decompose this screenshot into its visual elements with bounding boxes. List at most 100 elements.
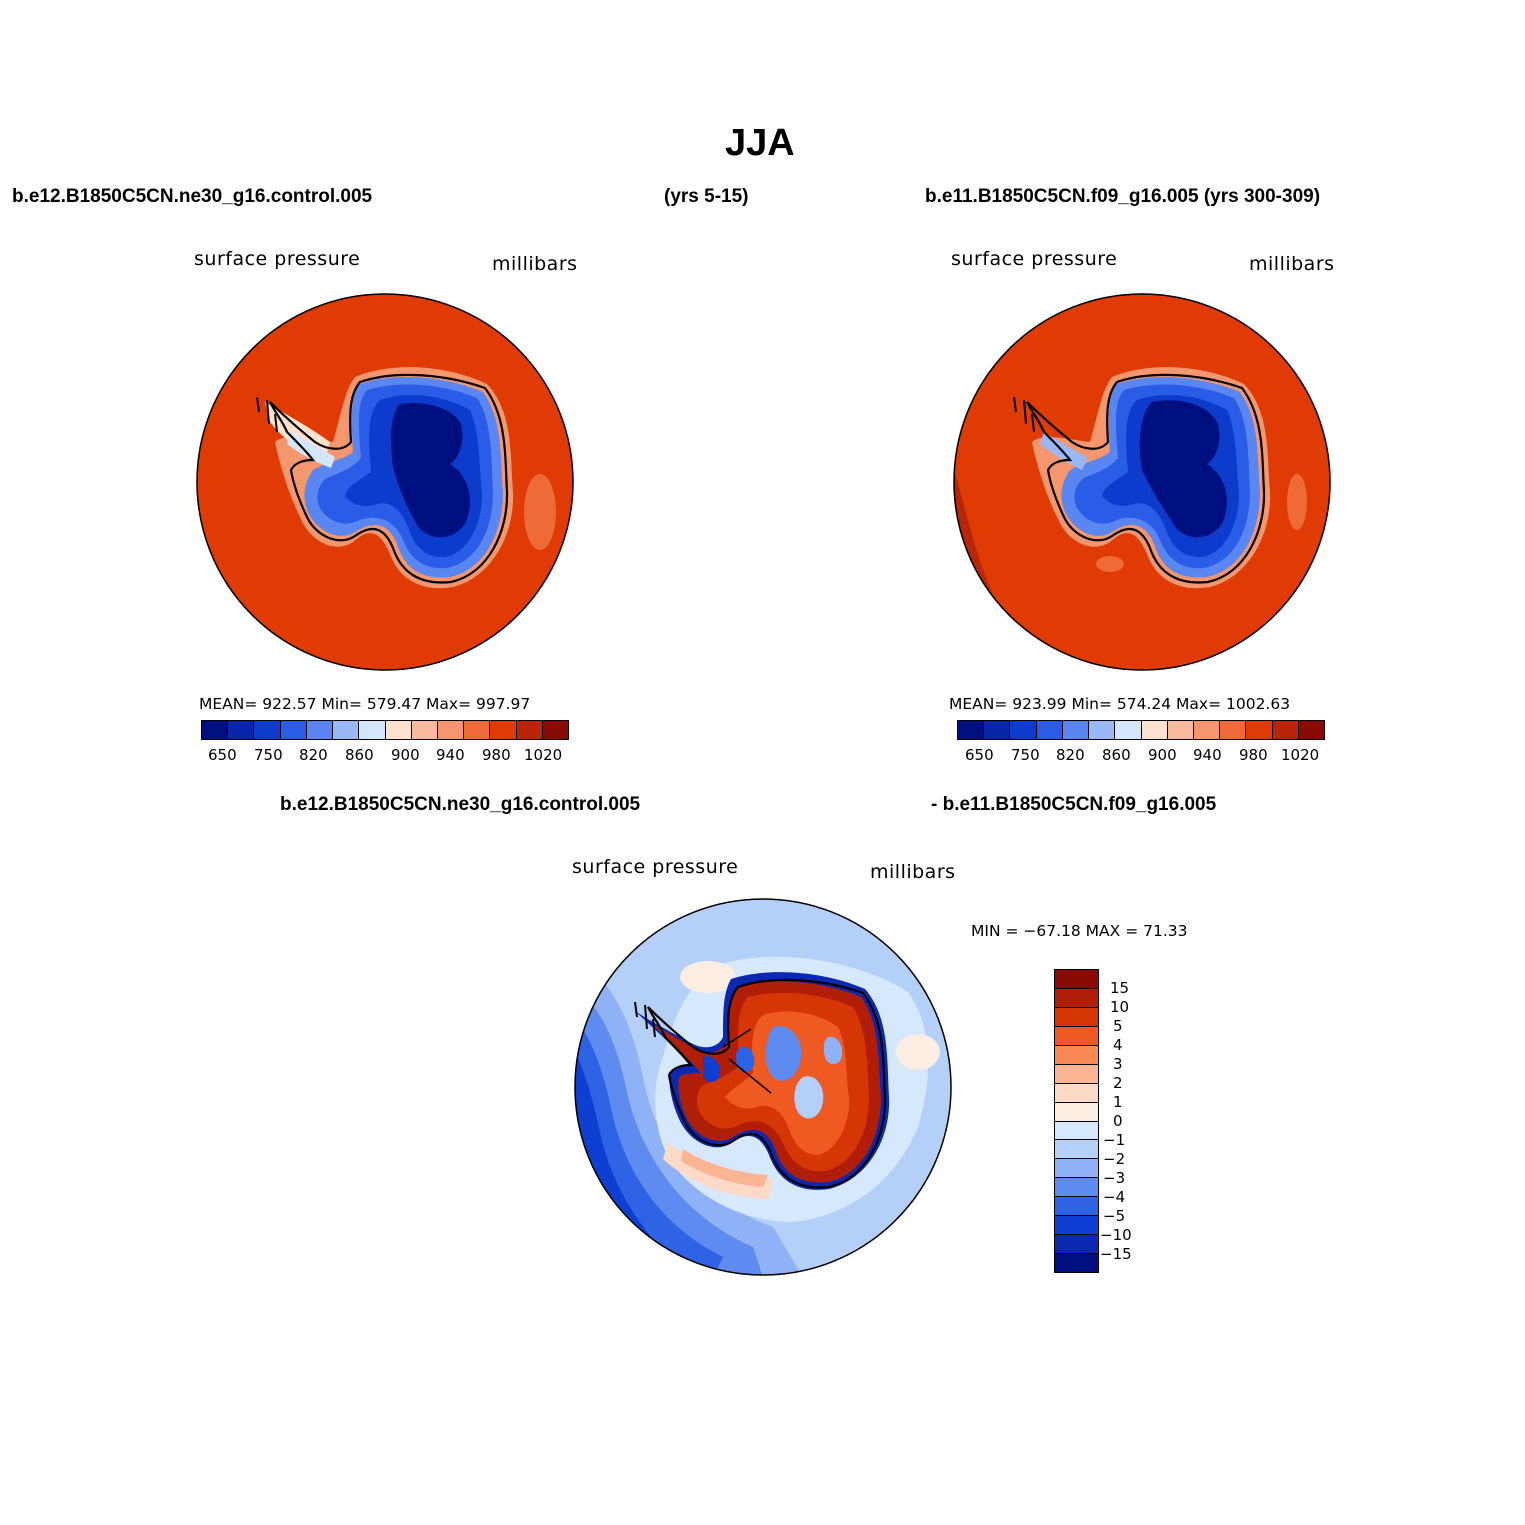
units-label-top-right: millibars bbox=[1249, 253, 1335, 275]
colorbar-swatch bbox=[306, 721, 334, 739]
colorbar-top-left bbox=[201, 720, 569, 740]
colorbar-tick: −4 bbox=[1103, 1188, 1126, 1206]
colorbar-tick: −2 bbox=[1103, 1150, 1126, 1168]
colorbar-tick: 820 bbox=[1056, 746, 1085, 764]
colorbar-swatch bbox=[280, 721, 307, 739]
colorbar-swatch bbox=[1115, 721, 1142, 739]
colorbar-tick: 1020 bbox=[1281, 746, 1320, 764]
colorbar-swatch bbox=[1220, 721, 1247, 739]
units-label-top-left: millibars bbox=[492, 253, 578, 275]
colorbar-swatch bbox=[1055, 1007, 1098, 1027]
colorbar-tick: 940 bbox=[436, 746, 465, 764]
colorbar-swatch bbox=[1055, 1102, 1098, 1122]
coastline bbox=[1026, 373, 1266, 584]
colorbar-swatch bbox=[1055, 988, 1098, 1008]
colorbar-swatch bbox=[1055, 1140, 1098, 1160]
colorbar-tick: 980 bbox=[1239, 746, 1268, 764]
colorbar-tick: 0 bbox=[1113, 1112, 1123, 1130]
colorbar-tick: 2 bbox=[1113, 1074, 1123, 1092]
case-name-bottom-left: b.e12.B1850C5CN.ne30_g16.control.005 bbox=[280, 794, 641, 815]
colorbar-swatch bbox=[1036, 721, 1063, 739]
colorbar-tick: −1 bbox=[1103, 1131, 1126, 1149]
colorbar-top-right bbox=[957, 720, 1325, 740]
colorbar-swatch bbox=[1272, 721, 1299, 739]
colorbar-tick: −15 bbox=[1100, 1245, 1132, 1263]
stats-top-left: MEAN= 922.57 Min= 579.47 Max= 997.97 bbox=[199, 695, 531, 713]
colorbar-swatch bbox=[1055, 1235, 1098, 1255]
colorbar-swatch bbox=[1055, 1254, 1098, 1272]
polar-map-top-left bbox=[196, 293, 574, 671]
colorbar-swatch bbox=[333, 721, 360, 739]
colorbar-tick: 860 bbox=[345, 746, 374, 764]
colorbar-swatch bbox=[516, 721, 543, 739]
colorbar-swatch bbox=[1193, 721, 1221, 739]
colorbar-swatch bbox=[1167, 721, 1194, 739]
colorbar-tick: 900 bbox=[391, 746, 420, 764]
colorbar-tick: 1020 bbox=[524, 746, 563, 764]
colorbar-swatch bbox=[1298, 721, 1325, 739]
colorbar-swatch bbox=[984, 721, 1011, 739]
colorbar-swatch bbox=[1246, 721, 1273, 739]
colorbar-swatch bbox=[1062, 721, 1090, 739]
colorbar-swatch bbox=[1055, 1064, 1098, 1084]
ocean-high-patch bbox=[524, 474, 556, 550]
colorbar-swatch bbox=[1055, 1159, 1098, 1179]
coastline bbox=[269, 373, 509, 584]
colorbar-swatch bbox=[437, 721, 465, 739]
colorbar-swatch bbox=[542, 721, 569, 739]
colorbar-tick: 820 bbox=[299, 746, 328, 764]
colorbar-swatch bbox=[464, 721, 491, 739]
colorbar-swatch bbox=[1055, 1216, 1098, 1236]
coastline bbox=[647, 978, 887, 1189]
units-label-bottom: millibars bbox=[870, 861, 956, 883]
colorbar-difference bbox=[1054, 969, 1099, 1273]
case-name-bottom-right: - b.e11.B1850C5CN.f09_g16.005 bbox=[931, 794, 1217, 815]
colorbar-tick: 4 bbox=[1113, 1036, 1123, 1054]
colorbar-swatch bbox=[1055, 970, 1098, 989]
colorbar-swatch bbox=[1055, 1045, 1098, 1065]
colorbar-swatch bbox=[385, 721, 412, 739]
colorbar-tick: 750 bbox=[1011, 746, 1040, 764]
colorbar-tick: 1 bbox=[1113, 1093, 1123, 1111]
colorbar-tick: 750 bbox=[254, 746, 283, 764]
colorbar-swatch bbox=[490, 721, 517, 739]
pos-patch bbox=[680, 961, 736, 993]
colorbar-tick: 15 bbox=[1110, 979, 1130, 997]
colorbar-swatch bbox=[254, 721, 281, 739]
colorbar-swatch bbox=[1055, 1178, 1098, 1198]
colorbar-tick: −3 bbox=[1103, 1169, 1126, 1187]
colorbar-swatch bbox=[202, 721, 229, 739]
colorbar-tick: 860 bbox=[1102, 746, 1131, 764]
polar-map-difference bbox=[574, 898, 952, 1276]
colorbar-swatch bbox=[1141, 721, 1168, 739]
colorbar-tick: 5 bbox=[1113, 1017, 1123, 1035]
colorbar-tick: −5 bbox=[1103, 1207, 1126, 1225]
colorbar-tick: 10 bbox=[1110, 998, 1130, 1016]
colorbar-tick: 650 bbox=[965, 746, 994, 764]
colorbar-swatch bbox=[228, 721, 255, 739]
colorbar-swatch bbox=[1055, 1083, 1098, 1103]
peninsula-low bbox=[287, 432, 335, 468]
colorbar-swatch bbox=[1089, 721, 1116, 739]
stats-top-right: MEAN= 923.99 Min= 574.24 Max= 1002.63 bbox=[949, 695, 1291, 713]
colorbar-swatch bbox=[1010, 721, 1037, 739]
page-title: JJA bbox=[725, 122, 795, 164]
colorbar-tick: −10 bbox=[1100, 1226, 1132, 1244]
colorbar-swatch bbox=[1055, 1197, 1098, 1217]
colorbar-swatch bbox=[1055, 1026, 1098, 1046]
case-name-top-right: b.e11.B1850C5CN.f09_g16.005 (yrs 300-309… bbox=[925, 186, 1321, 207]
colorbar-tick: 900 bbox=[1148, 746, 1177, 764]
years-label-top-left: (yrs 5-15) bbox=[664, 186, 749, 207]
variable-label-top-right: surface pressure bbox=[951, 248, 1118, 270]
stats-bottom: MIN = −67.18 MAX = 71.33 bbox=[971, 922, 1188, 940]
colorbar-swatch bbox=[1055, 1121, 1098, 1141]
colorbar-tick: 3 bbox=[1113, 1055, 1123, 1073]
case-name-top-left: b.e12.B1850C5CN.ne30_g16.control.005 bbox=[12, 186, 373, 207]
colorbar-tick: 650 bbox=[208, 746, 237, 764]
colorbar-tick: 980 bbox=[482, 746, 511, 764]
colorbar-swatch bbox=[359, 721, 386, 739]
polar-map-top-right bbox=[953, 293, 1331, 671]
variable-label-top-left: surface pressure bbox=[194, 248, 361, 270]
colorbar-swatch bbox=[411, 721, 438, 739]
variable-label-bottom: surface pressure bbox=[572, 856, 739, 878]
